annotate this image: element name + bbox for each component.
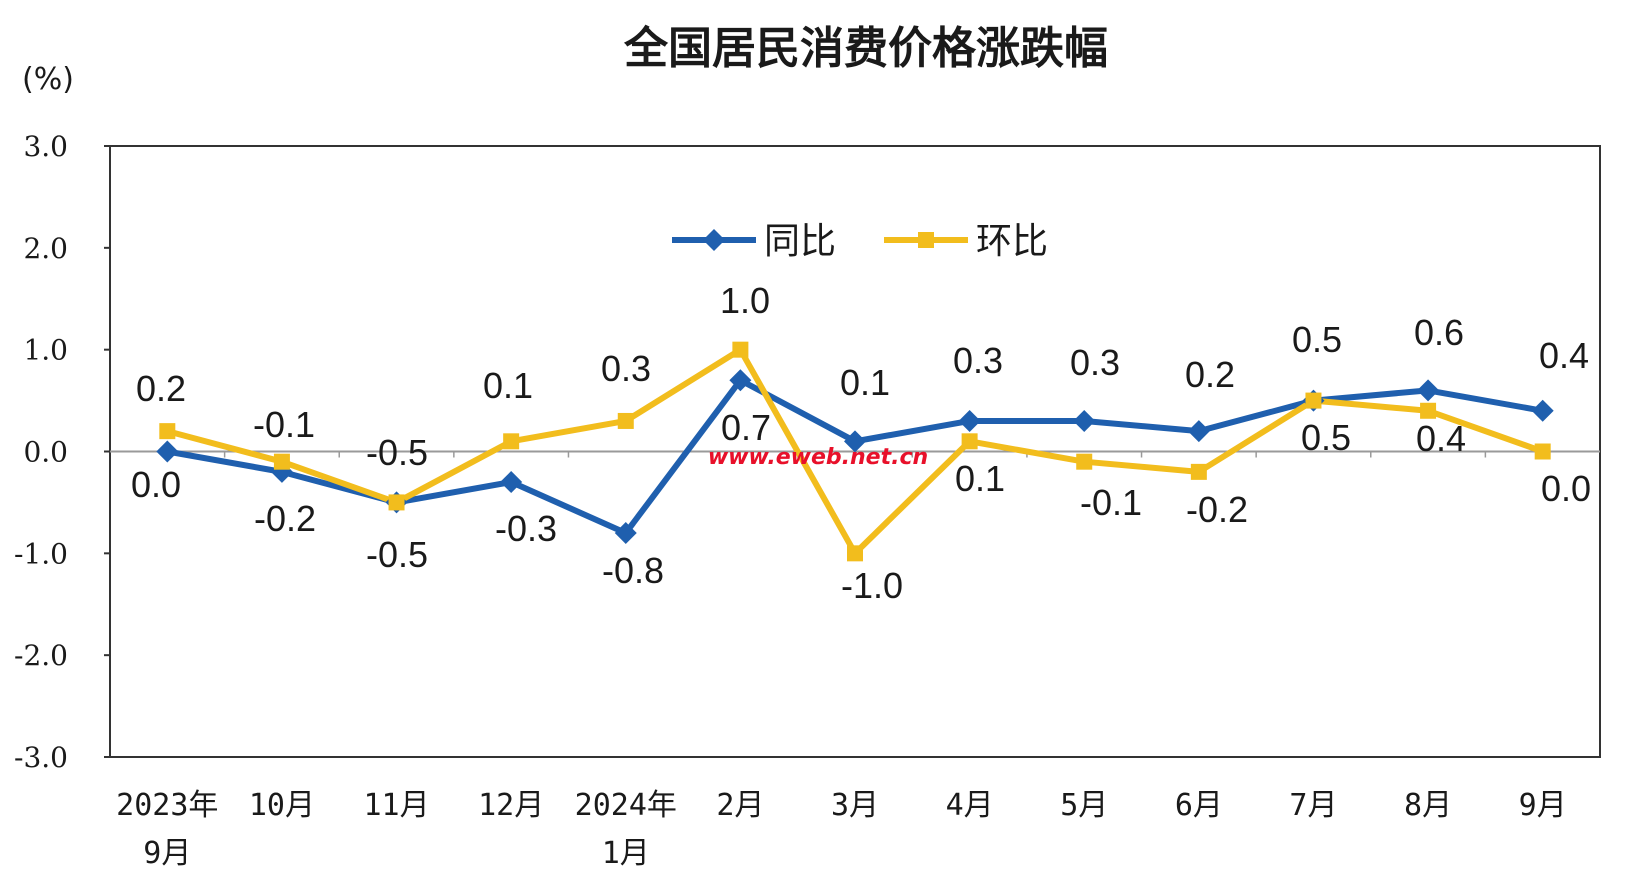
data-label: 0.3 (953, 340, 1003, 381)
data-label: 0.3 (1070, 342, 1120, 383)
marker-tongbi (729, 369, 752, 392)
data-label: 0.5 (1292, 319, 1342, 360)
legend-marker (703, 229, 725, 251)
marker-tongbi (844, 430, 866, 453)
data-label: 0.3 (601, 348, 651, 389)
marker-tongbi (1187, 420, 1210, 443)
marker-tongbi (1073, 409, 1096, 432)
y-axis: 3.0 2.0 1.0 0.0 -1.0 -2.0 -3.0 (14, 130, 110, 774)
data-label: -0.5 (366, 432, 428, 473)
marker-huanbi (847, 545, 863, 562)
marker-tongbi (1417, 379, 1440, 402)
marker-tongbi (500, 471, 523, 494)
x-tick-label: 12月 (478, 788, 544, 823)
data-labels: 0.0 -0.2 -0.5 -0.3 -0.8 0.7 0.1 0.3 0.3 0.2 0.5 0.6… (131, 280, 1591, 606)
data-label: 0.5 (1301, 417, 1351, 458)
y-tick-label: 1.0 (23, 334, 68, 367)
data-label: 0.1 (955, 458, 1005, 499)
legend: 同比 环比 (672, 221, 1048, 262)
watermark: www.eweb.net.cn (708, 445, 928, 470)
x-tick-label: 2月 (716, 788, 764, 823)
data-label: -0.1 (253, 404, 315, 445)
data-label: 0.6 (1414, 312, 1464, 353)
marker-huanbi (1190, 463, 1207, 480)
data-label: -0.2 (1186, 489, 1248, 530)
marker-huanbi (388, 494, 405, 511)
marker-huanbi (732, 341, 749, 358)
marker-tongbi (958, 409, 981, 432)
data-label: -1.0 (841, 565, 903, 606)
marker-tongbi (156, 440, 179, 463)
legend-label: 同比 (764, 221, 836, 262)
x-tick-label: 10月 (249, 788, 315, 823)
marker-huanbi (1305, 392, 1322, 409)
x-tick-label: 9月 (1519, 788, 1567, 823)
x-tick-label: 4月 (946, 788, 994, 823)
marker-huanbi (159, 423, 176, 440)
data-label: 0.2 (136, 368, 186, 409)
y-tick-label: -1.0 (14, 537, 68, 570)
marker-huanbi (617, 412, 634, 429)
data-label: 1.0 (720, 280, 770, 321)
x-tick-label: 3月 (831, 788, 879, 823)
legend-label: 环比 (976, 221, 1048, 262)
x-axis: 2023年 9月 10月 11月 12月 2024年 1月 2月 3月 4月 5月 6月 7月 8月 9月 (116, 788, 1567, 871)
x-tick-label: 2023年 9月 (116, 788, 218, 871)
data-label: 0.2 (1185, 354, 1235, 395)
data-label: 0.7 (721, 407, 771, 448)
y-tick-label: 0.0 (23, 436, 68, 469)
x-tick-label: 2024年 1月 (575, 788, 677, 871)
data-label: 0.4 (1416, 418, 1466, 459)
chart-title: 全国居民消费价格涨跌幅 (623, 23, 1108, 74)
marker-huanbi (1076, 453, 1093, 470)
x-tick-label: 11月 (363, 788, 429, 823)
marker-tongbi (614, 521, 637, 544)
x-tick-label: 6月 (1175, 788, 1223, 823)
legend-marker (918, 232, 934, 248)
marker-tongbi (1531, 399, 1554, 422)
marker-huanbi (1420, 402, 1437, 419)
data-label: 0.0 (1541, 468, 1591, 509)
y-axis-unit: (%) (22, 62, 74, 97)
data-label: -0.8 (602, 550, 664, 591)
x-tick-label: 7月 (1289, 788, 1337, 823)
marker-huanbi (273, 453, 290, 470)
y-tick-label: -2.0 (14, 639, 68, 672)
y-tick-label: -3.0 (14, 741, 68, 774)
data-label: 0.1 (483, 365, 533, 406)
marker-huanbi (961, 433, 978, 450)
data-label: -0.2 (254, 498, 316, 539)
y-tick-label: 3.0 (23, 130, 68, 163)
x-tick-label: 5月 (1060, 788, 1108, 823)
series-markers (156, 341, 1554, 562)
x-tick-label: 8月 (1404, 788, 1452, 823)
data-label: -0.3 (495, 508, 557, 549)
data-label: -0.5 (366, 534, 428, 575)
data-label: 0.1 (840, 362, 890, 403)
marker-huanbi (503, 433, 520, 450)
data-label: 0.0 (131, 464, 181, 505)
y-tick-label: 2.0 (23, 232, 68, 265)
data-label: 0.4 (1539, 335, 1589, 376)
data-label: -0.1 (1080, 482, 1142, 523)
marker-huanbi (1534, 443, 1551, 460)
